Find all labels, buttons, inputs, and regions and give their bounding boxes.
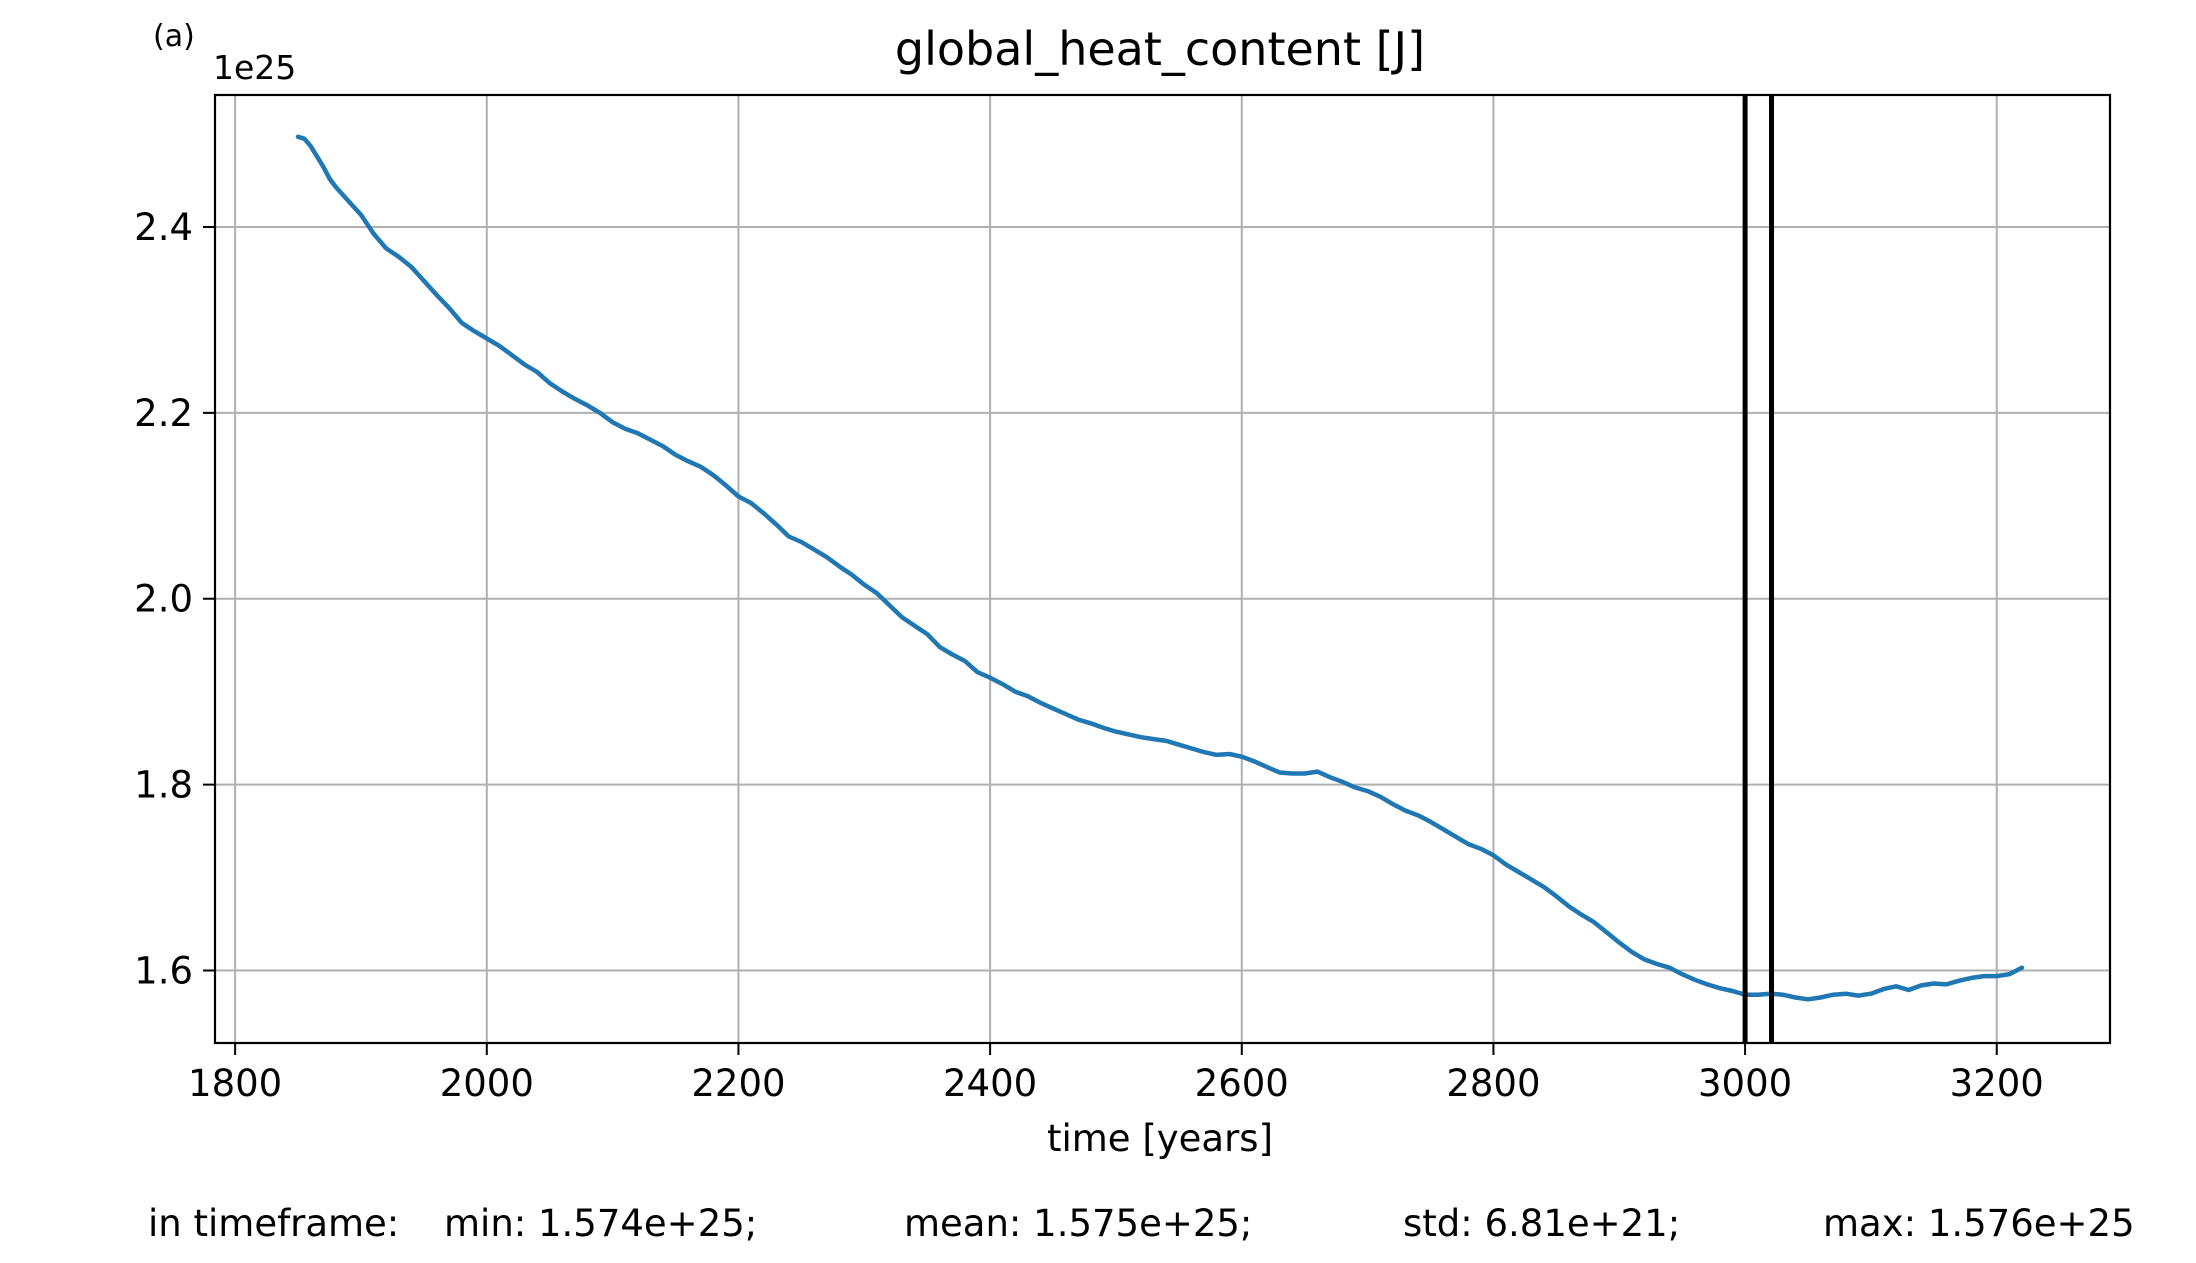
axes-frame <box>213 93 2112 1045</box>
series-lines <box>295 134 2025 1002</box>
series-line <box>295 134 2025 1002</box>
stats-max: max: 1.576e+25 <box>1823 1202 2135 1245</box>
x-tick-label: 3000 <box>1698 1062 1792 1105</box>
panel-label: (a) <box>153 19 195 54</box>
stats-label: in timeframe: <box>148 1202 399 1245</box>
x-tick-label: 2600 <box>1195 1062 1289 1105</box>
x-axis-ticks: 1800 2000 2200 2400 2600 2800 3000 3200 <box>188 1043 2044 1105</box>
x-axis-label: time [years] <box>1047 1117 1273 1160</box>
y-tick-label: 2.0 <box>134 578 193 621</box>
timeframe-markers <box>1742 95 1775 1043</box>
x-tick-label: 2800 <box>1446 1062 1540 1105</box>
stats-mean: mean: 1.575e+25; <box>904 1202 1252 1245</box>
stats-std: std: 6.81e+21; <box>1403 1202 1680 1245</box>
x-tick-label: 2000 <box>440 1062 534 1105</box>
y-tick-label: 2.2 <box>134 392 193 435</box>
x-tick-label: 3200 <box>1950 1062 2044 1105</box>
x-tick-label: 2400 <box>943 1062 1037 1105</box>
y-tick-label: 2.4 <box>134 206 193 249</box>
chart-title: global_heat_content [J] <box>895 22 1425 76</box>
y-tick-label: 1.6 <box>134 950 193 993</box>
x-tick-label: 1800 <box>188 1062 282 1105</box>
y-offset-label: 1e25 <box>213 48 296 87</box>
y-tick-label: 1.8 <box>134 764 193 807</box>
y-axis-ticks: 1.6 1.8 2.0 2.2 2.4 <box>134 206 215 993</box>
x-tick-label: 2200 <box>691 1062 785 1105</box>
stats-min: min: 1.574e+25; <box>444 1202 757 1245</box>
grid-lines <box>215 95 2110 1043</box>
